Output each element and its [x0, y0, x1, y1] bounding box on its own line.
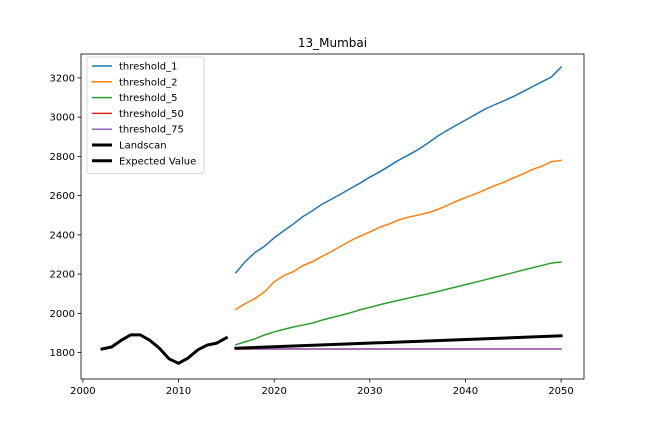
x-tick-label: 2020 [261, 386, 286, 397]
y-tick-label: 1800 [50, 348, 75, 359]
legend-entry: threshold_75 [119, 125, 184, 136]
series-line-threshold-1 [234, 66, 563, 274]
y-tick-label: 3000 [50, 113, 75, 124]
legend-entry: threshold_2 [119, 77, 177, 88]
x-tick-label: 2010 [166, 386, 191, 397]
x-tick-label: 2030 [357, 386, 382, 397]
y-tick-label: 2400 [50, 230, 75, 241]
x-tick-label: 2050 [548, 386, 573, 397]
legend-entry: Expected Value [119, 156, 196, 167]
y-tick-label: 2200 [50, 270, 75, 281]
legend-entry: threshold_5 [119, 93, 177, 104]
y-tick-label: 2000 [50, 309, 75, 320]
legend-entry: threshold_1 [119, 62, 177, 73]
series-line-threshold-5 [234, 261, 562, 346]
x-tick-label: 2000 [70, 386, 95, 397]
series-line-expected-value [234, 334, 563, 350]
plot-frame [80, 53, 585, 380]
y-tick-label: 2600 [50, 191, 75, 202]
legend-entry: Landscan [119, 141, 167, 152]
x-tick-label: 2040 [453, 386, 478, 397]
series-line-landscan [100, 333, 229, 365]
y-tick-label: 2800 [50, 152, 75, 163]
axes: 2000 2010 2020 2030 2040 2050 1800 2000 2200 2400… [50, 53, 585, 397]
chart-title: 13_Mumbai [298, 36, 367, 50]
legend-entry: threshold_50 [119, 109, 184, 120]
legend: threshold_1 threshold_2 threshold_5thresho… [86, 56, 205, 174]
legend-box [86, 56, 205, 174]
series-line-threshold-2 [234, 159, 562, 311]
y-tick-label: 3200 [50, 73, 75, 84]
